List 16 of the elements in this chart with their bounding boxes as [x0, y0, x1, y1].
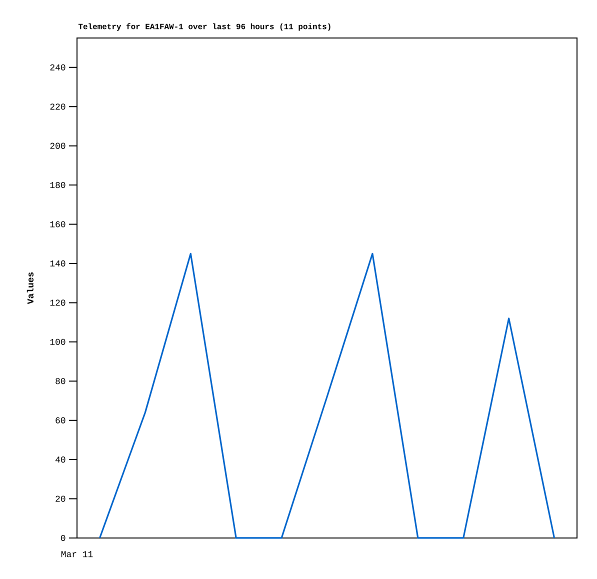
- line-series: [98, 252, 556, 539]
- y-tick-label: 220: [50, 104, 66, 110]
- y-axis-title: Values: [26, 272, 34, 304]
- y-tick-label: 0: [60, 534, 66, 542]
- text: Mar 11: [61, 551, 93, 558]
- y-tick-label: 140: [50, 260, 66, 267]
- y-tick-label: 200: [50, 142, 66, 149]
- y-tick-label: 80: [56, 378, 66, 384]
- y-tick-label: 160: [50, 221, 66, 228]
- y-tick-label: 120: [50, 300, 66, 306]
- y-tick-label: 100: [50, 338, 66, 345]
- y-tick-label: 20: [56, 496, 66, 502]
- y-tick-label: 240: [50, 64, 66, 70]
- y-tick-label: 60: [56, 417, 66, 424]
- y-tick-label: 180: [50, 182, 66, 188]
- y-tick-label: 40: [56, 456, 66, 463]
